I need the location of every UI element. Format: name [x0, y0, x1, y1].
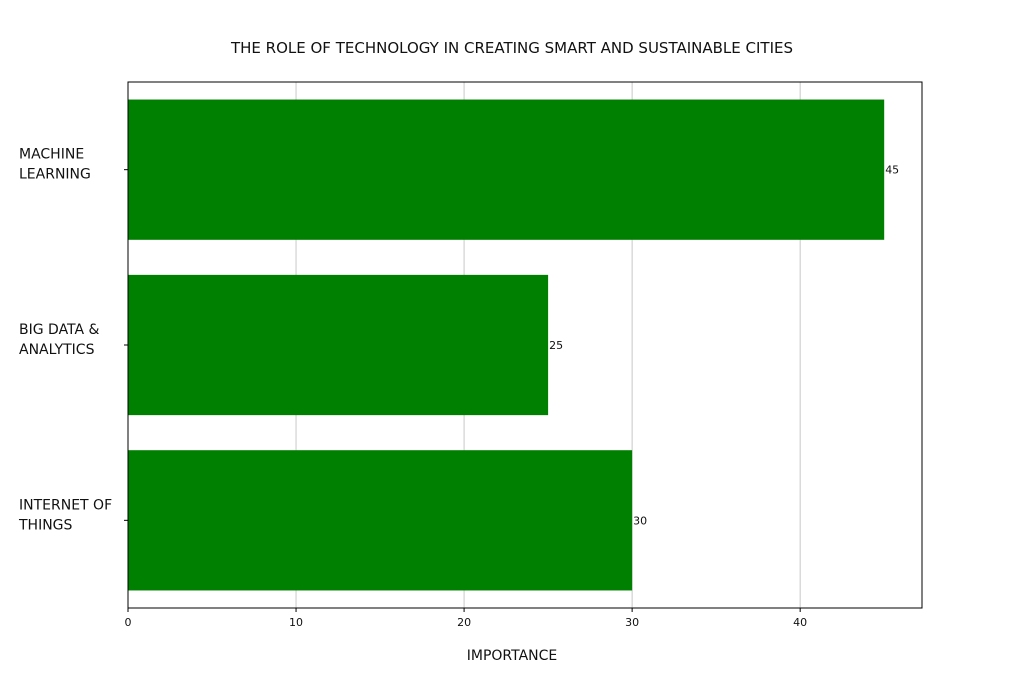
x-tick-label: 20 — [457, 616, 471, 629]
x-tick-label: 30 — [625, 616, 639, 629]
y-tick-label: INTERNET OF THINGS — [18, 497, 112, 533]
x-tick-label: 10 — [289, 616, 303, 629]
x-tick-label: 0 — [125, 616, 132, 629]
axis-ticks — [124, 169, 801, 612]
y-tick-label-line: INTERNET OF — [19, 497, 112, 513]
y-tick-label: MACHINE LEARNING — [19, 147, 91, 183]
data-label: 30 — [633, 514, 647, 527]
data-label: 45 — [885, 164, 899, 177]
data-label: 25 — [549, 339, 563, 352]
bar — [128, 450, 633, 591]
y-tick-label-line: LEARNING — [19, 167, 91, 183]
labels: 0 10 20 30 40 MACHINE LEARNING 45 BIG DATA & ANAL… — [18, 147, 899, 629]
y-tick-label-line: BIG DATA & — [19, 322, 100, 338]
y-tick-label: BIG DATA & ANALYTICS — [19, 322, 100, 358]
bars — [128, 99, 885, 591]
y-tick-label-line: ANALYTICS — [19, 342, 95, 358]
x-axis-label: IMPORTANCE — [467, 648, 558, 664]
bar — [128, 99, 885, 240]
x-tick-label: 40 — [793, 616, 807, 629]
bar — [128, 274, 549, 416]
chart-title: THE ROLE OF TECHNOLOGY IN CREATING SMART… — [230, 39, 793, 57]
y-tick-label-line: MACHINE — [19, 147, 84, 163]
y-tick-label-line: THINGS — [18, 517, 73, 533]
